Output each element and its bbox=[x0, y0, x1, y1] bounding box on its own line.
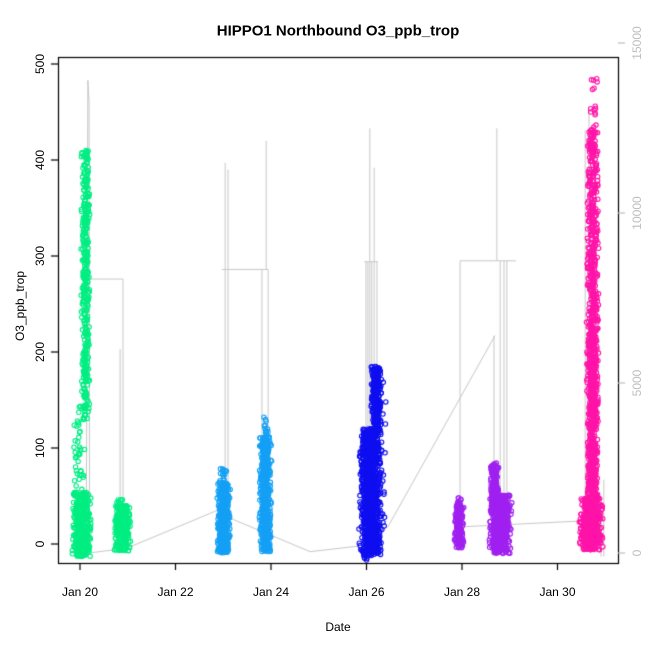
chart-title: HIPPO1 Northbound O3_ppb_trop bbox=[216, 22, 460, 40]
x-axis-label: Date bbox=[325, 620, 351, 634]
y-left-tick-label: 500 bbox=[33, 53, 47, 75]
x-tick-label: Jan 30 bbox=[539, 585, 576, 599]
y-left-tick-label: 300 bbox=[33, 245, 47, 267]
y-left-tick-label: 0 bbox=[33, 540, 47, 548]
x-tick-label: Jan 24 bbox=[252, 585, 290, 599]
x-tick-label: Jan 22 bbox=[157, 585, 194, 599]
y-left-tick-label: 400 bbox=[33, 149, 47, 171]
x-tick-label: Jan 28 bbox=[443, 585, 481, 599]
y-left-tick-label: 200 bbox=[33, 341, 47, 363]
y-right-tick-label: 0 bbox=[630, 549, 644, 557]
y-left-tick-label: 100 bbox=[33, 437, 47, 459]
y-right-tick-label: 5000 bbox=[630, 369, 644, 397]
x-tick-label: Jan 26 bbox=[348, 585, 385, 599]
y-axis-label: O3_ppb_trop bbox=[13, 270, 27, 342]
y-right-tick-label: 10000 bbox=[630, 196, 644, 230]
y-right-tick-label: 15000 bbox=[630, 26, 644, 60]
x-tick-label: Jan 20 bbox=[61, 585, 99, 599]
